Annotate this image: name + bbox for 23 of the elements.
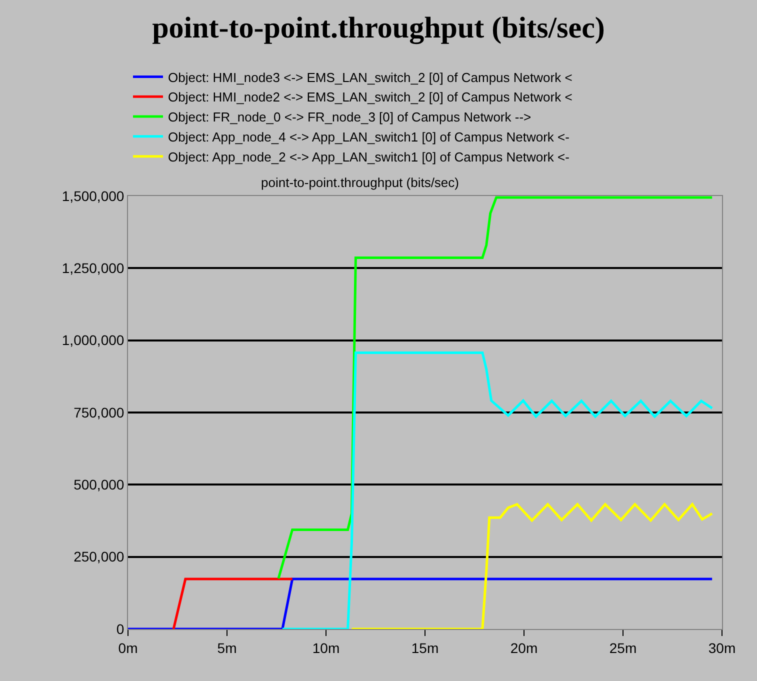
y-tick-label: 1,500,000 [62, 188, 124, 204]
legend-label: Object: App_node_4 <-> App_LAN_switch1 [0] of Campus Network <- [168, 129, 570, 144]
chart-subtitle: point-to-point.throughput (bits/sec) [261, 175, 459, 190]
x-tick-label: 5m [217, 640, 237, 656]
line-series [281, 352, 714, 629]
legend-label: Object: App_node_2 <-> App_LAN_switch1 [0] of Campus Network <- [168, 149, 570, 164]
chart-title: point-to-point.throughput (bits/sec) [152, 12, 605, 45]
legend-label: Object: HMI_node2 <-> EMS_LAN_switch_2 [0] of Campus Network < [168, 90, 572, 105]
y-tick-label: 1,000,000 [62, 332, 124, 348]
x-tick-label: 15m [411, 640, 439, 656]
x-tick-label: 0m [118, 640, 138, 656]
line-series [350, 503, 714, 629]
legend-label: Object: HMI_node3 <-> EMS_LAN_switch_2 [0] of Campus Network < [168, 70, 572, 85]
y-tick-label: 500,000 [74, 476, 124, 493]
y-tick-label: 1,250,000 [62, 260, 124, 276]
x-tick-label: 30m [708, 640, 736, 656]
y-tick-label: 250,000 [74, 548, 124, 565]
y-tick-label: 750,000 [74, 404, 124, 420]
legend-label: Object: FR_node_0 <-> FR_node_3 [0] of Campus Network --> [168, 110, 532, 125]
x-tick-label: 10m [312, 640, 340, 656]
x-tick-label: 20m [510, 640, 538, 656]
y-tick-label: 0 [116, 620, 124, 637]
x-tick-label: 25m [609, 640, 637, 656]
